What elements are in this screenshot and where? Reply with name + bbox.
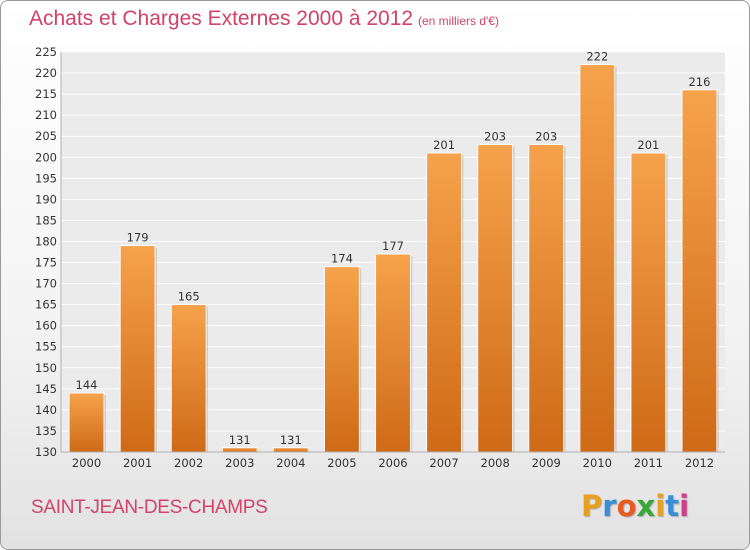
y-tick-label: 180: [35, 234, 57, 248]
x-category-label: 2006: [378, 456, 407, 470]
logo-letter: o: [616, 489, 637, 523]
bar-2011: [630, 152, 667, 453]
x-category-label: 2003: [225, 456, 254, 470]
logo-letter: P: [581, 489, 603, 523]
y-tick-label: 225: [35, 45, 57, 59]
bar-value-label: 179: [127, 231, 149, 245]
bar-value-label: 144: [76, 378, 98, 392]
y-tick-label: 215: [35, 87, 57, 101]
logo-letter: r: [602, 489, 617, 523]
y-tick-label: 135: [35, 424, 57, 438]
x-category-label: 2005: [327, 456, 356, 470]
bar-2008: [477, 144, 513, 453]
x-category-label: 2012: [685, 456, 714, 470]
bar-value-label: 201: [637, 138, 659, 152]
bar-value-label: 203: [535, 130, 557, 144]
bar-2002: [170, 304, 207, 453]
x-category-label: 2004: [276, 456, 305, 470]
x-category-label: 2011: [634, 456, 663, 470]
bar-value-label: 165: [178, 290, 200, 304]
y-tick-label: 195: [35, 171, 57, 185]
y-tick-label: 170: [35, 277, 57, 291]
bar-2003: [222, 447, 258, 453]
y-tick-label: 160: [35, 319, 57, 333]
bar-value-label: 174: [331, 252, 353, 266]
y-tick-label: 185: [35, 213, 57, 227]
commune-name: SAINT-JEAN-DES-CHAMPS: [31, 497, 268, 518]
logo-letter: x: [636, 489, 656, 523]
bars: 144 179 165 131 131 174 177 201 203 203 222 201 216: [68, 50, 719, 453]
y-tick-label: 155: [35, 340, 57, 354]
bar-value-label: 222: [586, 50, 608, 64]
logo-letter: t: [665, 489, 680, 523]
chart-title: Achats et Charges Externes 2000 à 2012: [29, 7, 414, 30]
y-tick-label: 220: [35, 66, 57, 80]
y-tick-label: 140: [35, 403, 57, 417]
x-category-label: 2010: [583, 456, 612, 470]
bar-value-label: 201: [433, 138, 455, 152]
x-category-label: 2001: [123, 456, 152, 470]
x-category-label: 2008: [481, 456, 510, 470]
bar-2004: [273, 447, 309, 453]
bar-2010: [579, 64, 616, 453]
y-tick-label: 145: [35, 382, 57, 396]
y-tick-label: 130: [35, 445, 57, 459]
bar-value-label: 131: [229, 433, 251, 447]
y-tick-label: 175: [35, 256, 57, 270]
y-tick-label: 150: [35, 361, 57, 375]
logo-letter: i: [679, 489, 690, 523]
x-category-label: 2002: [174, 456, 203, 470]
y-tick-label: 205: [35, 129, 57, 143]
bar-value-label: 131: [280, 433, 302, 447]
y-tick-label: 165: [35, 298, 57, 312]
bar-value-label: 203: [484, 130, 506, 144]
x-category-label: 2000: [72, 456, 101, 470]
chart-subtitle: (en milliers d'€): [418, 14, 499, 28]
bar-2006: [375, 253, 411, 453]
axes: 130 135 140 145 150 155 160 165 170 175 180 185 190 1…: [35, 45, 725, 470]
bar-2000: [68, 392, 105, 453]
x-category-label: 2009: [532, 456, 561, 470]
bar-value-label: 216: [688, 75, 710, 89]
proxiti-logo: Proxiti: [581, 489, 689, 523]
bar-2007: [426, 152, 462, 453]
bar-value-label: 177: [382, 239, 404, 253]
y-tick-label: 210: [35, 108, 57, 122]
logo-letter: i: [655, 489, 666, 523]
y-tick-label: 200: [35, 150, 57, 164]
y-tick-label: 190: [35, 192, 57, 206]
x-category-label: 2007: [429, 456, 458, 470]
bar-2001: [119, 245, 156, 453]
bar-2009: [528, 144, 564, 453]
bar-2005: [324, 266, 360, 453]
bar-2012: [681, 89, 718, 453]
